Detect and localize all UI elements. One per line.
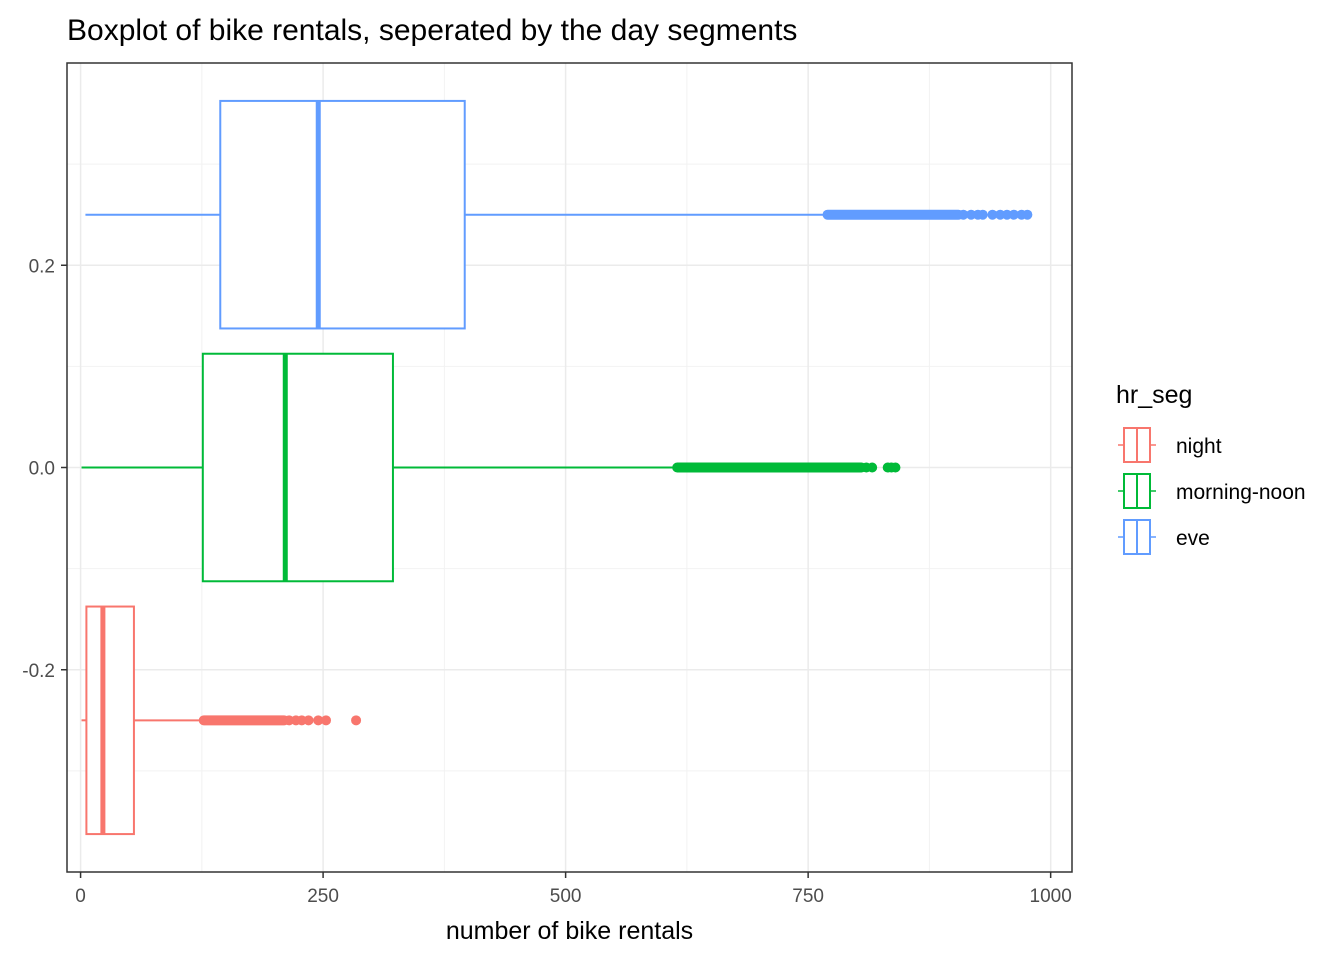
outlier-point	[987, 209, 998, 220]
outlier-point	[321, 715, 332, 726]
y-tick-label: 0.2	[29, 256, 55, 277]
boxplot-morning-noon	[81, 352, 901, 583]
box	[85, 605, 135, 836]
x-axis: 0 250 500 750 1000	[75, 872, 1072, 907]
legend-label: morning-noon	[1176, 481, 1306, 504]
x-tick-label: 500	[550, 886, 582, 907]
outlier-point	[1008, 209, 1019, 220]
grid-major	[67, 63, 1072, 872]
legend: hr_seg night morning-noon eve	[1116, 381, 1306, 555]
boxplot-night	[81, 605, 362, 836]
outlier-point	[890, 462, 901, 473]
legend-title: hr_seg	[1116, 381, 1192, 409]
box	[219, 99, 466, 330]
outlier-point	[867, 462, 878, 473]
outlier-cluster	[822, 209, 964, 220]
outlier-point	[351, 715, 362, 726]
outlier-cluster	[198, 715, 290, 726]
y-tick-label: -0.2	[22, 661, 55, 682]
box	[201, 352, 394, 583]
legend-key-night	[1118, 427, 1156, 463]
legend-label: eve	[1176, 527, 1210, 550]
outlier-point	[1022, 209, 1033, 220]
legend-key-morning-noon	[1118, 473, 1156, 509]
y-tick-label: 0.0	[29, 459, 55, 480]
x-tick-label: 1000	[1030, 886, 1072, 907]
outlier-point	[977, 209, 988, 220]
outlier-cluster	[672, 462, 867, 473]
boxplot-eve	[85, 99, 1033, 330]
x-tick-label: 250	[307, 886, 339, 907]
y-axis: -0.2 0.0 0.2	[22, 256, 67, 682]
outlier-point	[303, 715, 314, 726]
outlier-point	[958, 209, 969, 220]
x-axis-title: number of bike rentals	[446, 917, 693, 945]
series-layer	[81, 99, 1033, 836]
x-tick-label: 750	[792, 886, 824, 907]
outlier-point	[313, 715, 324, 726]
legend-key-eve	[1118, 519, 1156, 555]
x-tick-label: 0	[75, 886, 86, 907]
chart-title: Boxplot of bike rentals, seperated by th…	[67, 14, 797, 47]
legend-label: night	[1176, 435, 1222, 458]
